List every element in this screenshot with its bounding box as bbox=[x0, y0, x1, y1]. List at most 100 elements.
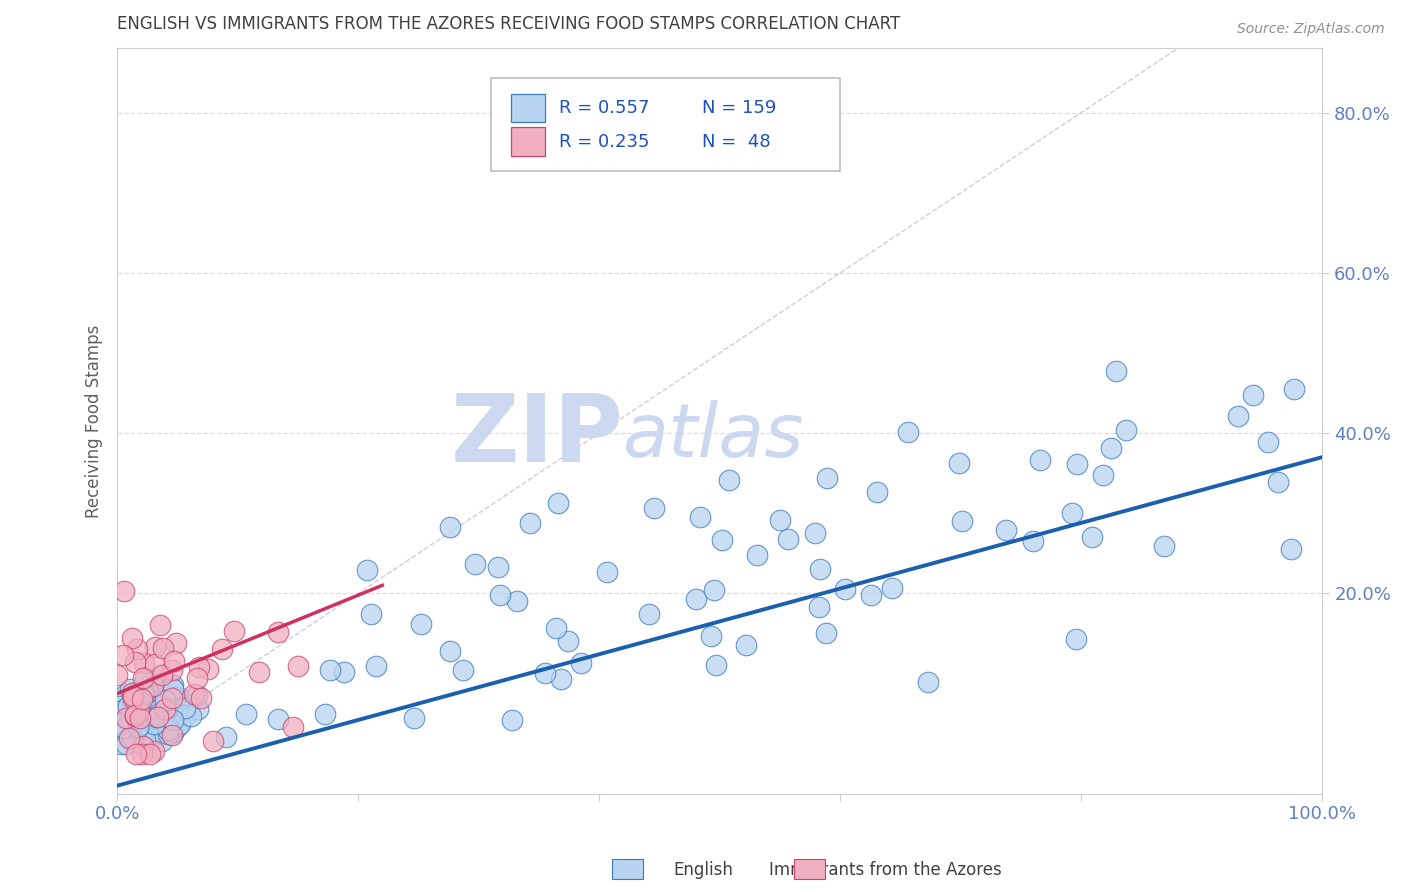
Point bbox=[143, 640, 166, 655]
Text: atlas: atlas bbox=[623, 400, 804, 472]
Point bbox=[501, 713, 523, 727]
Point bbox=[134, 671, 156, 685]
Point bbox=[149, 618, 172, 632]
Point bbox=[145, 710, 167, 724]
Point bbox=[569, 657, 592, 671]
Point bbox=[122, 691, 145, 706]
Point bbox=[169, 717, 191, 731]
Point bbox=[215, 730, 238, 744]
Point bbox=[120, 726, 142, 740]
Point bbox=[131, 747, 153, 761]
Point bbox=[486, 560, 509, 574]
Point bbox=[160, 679, 183, 693]
Point bbox=[111, 721, 134, 735]
Point bbox=[187, 702, 209, 716]
Point bbox=[163, 654, 186, 668]
Text: ZIP: ZIP bbox=[450, 390, 623, 482]
Point bbox=[128, 723, 150, 738]
Point bbox=[124, 735, 146, 749]
Point bbox=[150, 734, 173, 748]
Point bbox=[917, 675, 939, 690]
Point bbox=[314, 706, 336, 721]
Point bbox=[125, 729, 148, 743]
Point bbox=[125, 719, 148, 733]
Text: ENGLISH VS IMMIGRANTS FROM THE AZORES RECEIVING FOOD STAMPS CORRELATION CHART: ENGLISH VS IMMIGRANTS FROM THE AZORES RE… bbox=[117, 15, 900, 33]
Point bbox=[1091, 467, 1114, 482]
Point bbox=[115, 711, 138, 725]
Point bbox=[950, 514, 973, 528]
Point bbox=[132, 688, 155, 702]
Point bbox=[202, 733, 225, 747]
Point bbox=[165, 636, 187, 650]
Point bbox=[169, 691, 191, 706]
Point bbox=[142, 679, 165, 693]
Point bbox=[139, 723, 162, 737]
Point bbox=[108, 719, 131, 733]
Point bbox=[1153, 539, 1175, 553]
Point bbox=[118, 682, 141, 697]
Point bbox=[1064, 632, 1087, 647]
Point bbox=[557, 634, 579, 648]
Point bbox=[166, 720, 188, 734]
Text: N =  48: N = 48 bbox=[702, 133, 770, 151]
Point bbox=[804, 525, 827, 540]
Point bbox=[125, 713, 148, 727]
Point bbox=[173, 699, 195, 714]
Point bbox=[995, 523, 1018, 537]
Point bbox=[544, 620, 567, 634]
Point bbox=[174, 708, 197, 723]
Point bbox=[125, 723, 148, 737]
Point bbox=[121, 632, 143, 646]
Point bbox=[162, 678, 184, 692]
Point bbox=[409, 617, 432, 632]
Point bbox=[360, 607, 382, 622]
Point bbox=[1099, 441, 1122, 455]
Point bbox=[815, 470, 838, 484]
Point bbox=[135, 704, 157, 718]
FancyBboxPatch shape bbox=[491, 78, 841, 171]
Point bbox=[108, 704, 131, 718]
Point bbox=[1282, 382, 1305, 396]
Point bbox=[152, 641, 174, 656]
Point bbox=[148, 706, 170, 721]
Point bbox=[127, 641, 149, 656]
Point bbox=[745, 548, 768, 562]
Point bbox=[1022, 533, 1045, 548]
Point bbox=[121, 686, 143, 700]
Point bbox=[121, 731, 143, 746]
Point bbox=[1066, 458, 1088, 472]
Point bbox=[152, 716, 174, 731]
Point bbox=[880, 581, 903, 595]
Point bbox=[685, 591, 707, 606]
Point bbox=[247, 665, 270, 679]
Text: Immigrants from the Azores: Immigrants from the Azores bbox=[769, 861, 1002, 879]
Point bbox=[124, 655, 146, 669]
Point bbox=[717, 473, 740, 487]
Point bbox=[464, 558, 486, 572]
Point bbox=[402, 711, 425, 725]
Text: Source: ZipAtlas.com: Source: ZipAtlas.com bbox=[1237, 22, 1385, 37]
Point bbox=[108, 723, 131, 738]
Point bbox=[124, 708, 146, 723]
Point bbox=[1226, 409, 1249, 423]
Point bbox=[150, 687, 173, 701]
Point bbox=[148, 726, 170, 740]
Point bbox=[595, 565, 617, 579]
Point bbox=[122, 690, 145, 704]
Point bbox=[125, 693, 148, 707]
Point bbox=[139, 728, 162, 742]
Point bbox=[132, 671, 155, 685]
Point bbox=[703, 582, 725, 597]
Point bbox=[364, 659, 387, 673]
Point bbox=[134, 733, 156, 747]
Point bbox=[118, 710, 141, 724]
Point bbox=[156, 702, 179, 716]
Point bbox=[121, 691, 143, 706]
Point bbox=[333, 665, 356, 679]
Point bbox=[125, 702, 148, 716]
Point bbox=[125, 685, 148, 699]
Point bbox=[114, 737, 136, 751]
Point bbox=[112, 648, 135, 663]
Point bbox=[1115, 423, 1137, 437]
Point bbox=[122, 698, 145, 713]
